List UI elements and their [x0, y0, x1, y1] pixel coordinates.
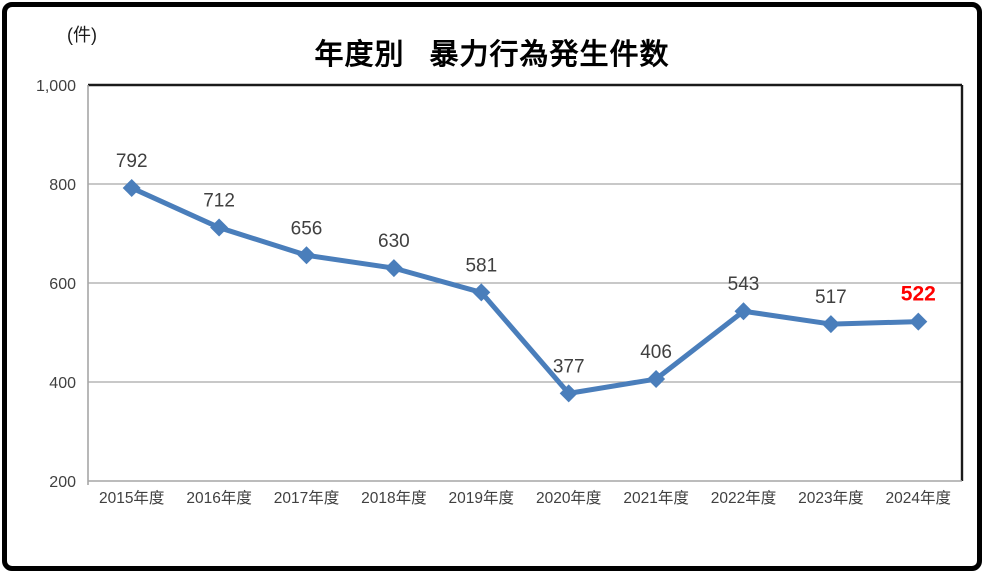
data-label: 517 — [815, 287, 847, 308]
data-label: 712 — [203, 191, 235, 212]
data-point-marker — [734, 302, 753, 321]
data-point-marker — [122, 178, 141, 197]
x-axis-label: 2023年度 — [798, 489, 863, 507]
y-tick-label: 200 — [49, 474, 76, 491]
data-label: 406 — [640, 342, 672, 363]
data-label: 543 — [728, 274, 760, 295]
data-point-marker — [559, 384, 578, 403]
data-label: 630 — [378, 231, 410, 252]
data-point-marker — [472, 283, 491, 302]
x-axis-label: 2018年度 — [361, 489, 426, 507]
x-axis-label: 2022年度 — [711, 489, 776, 507]
y-tick-label: 1,000 — [36, 78, 76, 95]
data-series-line — [129, 185, 921, 396]
x-axis-label: 2021年度 — [623, 489, 688, 507]
chart-title: 年度別 暴力行為発生件数 — [314, 39, 670, 71]
data-label: 792 — [116, 151, 148, 172]
x-axis-label: 2017年度 — [274, 489, 339, 507]
x-axis-label: 2019年度 — [449, 489, 514, 507]
y-axis-unit-label: (件) — [67, 25, 97, 45]
data-label: 581 — [465, 255, 497, 276]
x-axis-label: 2015年度 — [99, 489, 164, 507]
data-point-marker — [909, 312, 928, 331]
data-point-marker — [384, 259, 403, 278]
data-label-highlight: 522 — [901, 283, 936, 306]
data-point-marker — [647, 370, 666, 389]
data-label: 377 — [553, 356, 585, 377]
y-tick-label: 800 — [49, 177, 76, 194]
x-axis-label: 2020年度 — [536, 489, 601, 507]
data-point-marker — [210, 218, 229, 237]
x-axis-label: 2016年度 — [186, 489, 251, 507]
data-point-marker — [821, 315, 840, 334]
data-label: 656 — [291, 218, 323, 239]
data-point-marker — [297, 246, 316, 265]
y-tick-label: 600 — [49, 276, 76, 293]
x-axis-label: 2024年度 — [886, 489, 951, 507]
y-tick-label: 400 — [49, 375, 76, 392]
